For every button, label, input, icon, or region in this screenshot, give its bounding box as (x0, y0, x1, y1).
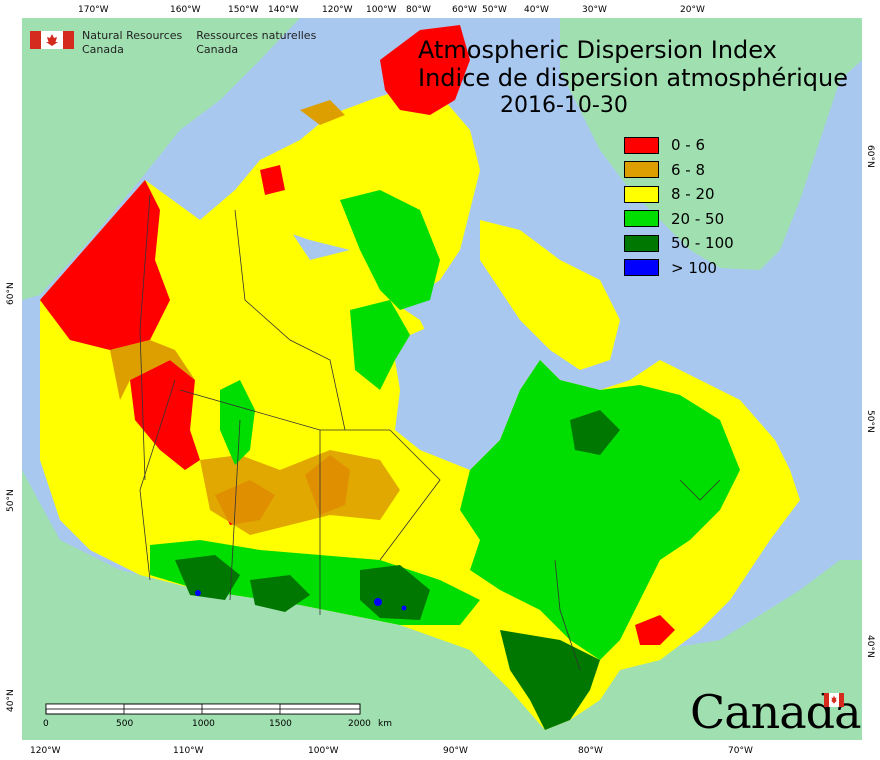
lon-label: 170°W (78, 5, 109, 15)
lon-label: 70°W (728, 746, 753, 756)
legend-swatch (624, 161, 659, 179)
zone-orange-prairie (200, 450, 400, 535)
legend: 0 - 6 6 - 8 8 - 20 20 - 50 50 - 100 > 10… (624, 133, 734, 280)
title-date: 2016-10-30 (500, 93, 628, 118)
legend-label: > 100 (671, 258, 717, 277)
bottom-graticule: 120°W 110°W 100°W 90°W 80°W 70°W (30, 746, 753, 756)
legend-label: 20 - 50 (671, 209, 725, 228)
legend-item: 6 - 8 (624, 158, 734, 183)
lat-label: 60°N (6, 282, 16, 305)
top-graticule: 170°W 160°W 150°W 140°W 120°W 100°W 80°W… (78, 5, 705, 15)
lon-label: 90°W (443, 746, 468, 756)
zone-orange-bc (110, 340, 195, 400)
zone-darkgreen-west (175, 555, 240, 600)
lon-label: 80°W (406, 5, 431, 15)
legend-label: 8 - 20 (671, 185, 715, 204)
nrcan-signature: Natural Resources Canada Ressources natu… (30, 29, 316, 57)
zone-red-quebec (635, 615, 675, 645)
zone-red-bc (130, 360, 200, 470)
zone-darkgreen-ontario (360, 565, 430, 620)
zone-green-bc (220, 380, 255, 465)
zone-blue-1 (195, 590, 201, 596)
zone-darkgreen-quebec (570, 410, 620, 455)
canada-wordmark: Canada (690, 685, 862, 739)
zone-green-keewatin (350, 300, 410, 390)
legend-item: 50 - 100 (624, 231, 734, 256)
lon-label: 150°W (228, 5, 259, 15)
agency-en-line2: Canada (82, 43, 124, 56)
legend-label: 6 - 8 (671, 160, 706, 179)
lat-label: 40°N (865, 635, 875, 658)
usa (22, 470, 862, 740)
lon-label: 120°W (322, 5, 353, 15)
lon-label: 100°W (366, 5, 397, 15)
zone-green-east (460, 360, 740, 660)
legend-item: 8 - 20 (624, 182, 734, 207)
greenland (560, 18, 862, 270)
lon-label: 140°W (268, 5, 299, 15)
lon-label: 20°W (680, 5, 705, 15)
agency-fr-line1: Ressources naturelles (196, 29, 317, 42)
legend-item: 0 - 6 (624, 133, 734, 158)
lon-label: 30°W (582, 5, 607, 15)
zone-red-yukon (40, 180, 170, 350)
lon-label: 160°W (170, 5, 201, 15)
ellesmere-island (380, 25, 470, 115)
lat-label: 40°N (6, 689, 16, 712)
legend-label: 0 - 6 (671, 136, 706, 155)
lat-label: 50°N (865, 410, 875, 433)
scale-bar: 0 500 1000 1500 2000 km (43, 703, 392, 729)
zone-blue-2 (374, 598, 382, 606)
agency-en: Natural Resources Canada (82, 29, 182, 57)
canada-flag-icon (30, 31, 74, 49)
lon-label: 40°W (524, 5, 549, 15)
province-borders (139, 194, 721, 671)
hudson-bay (395, 320, 500, 460)
zone-blue-3 (401, 605, 407, 611)
agency-en-line1: Natural Resources (82, 29, 183, 42)
legend-swatch (624, 259, 659, 277)
title-french: Indice de dispersion atmosphérique (418, 64, 849, 92)
right-graticule: 60°N 50°N 40°N (865, 145, 875, 658)
lon-label: 80°W (578, 746, 603, 756)
scale-tick: 1000 (192, 719, 215, 729)
lon-label: 120°W (30, 746, 61, 756)
baffin-island (480, 220, 620, 370)
lat-label: 50°N (6, 489, 16, 512)
zone-green-arctic (340, 190, 440, 310)
legend-item: 20 - 50 (624, 207, 734, 232)
lon-label: 50°W (482, 5, 507, 15)
zone-red-north (260, 165, 285, 195)
zone-orange-arctic (300, 100, 345, 125)
legend-swatch (624, 234, 659, 252)
scale-tick: 2000 (348, 719, 371, 729)
scale-tick: 500 (116, 719, 133, 729)
scale-tick: 1500 (269, 719, 292, 729)
legend-swatch (624, 185, 659, 203)
legend-swatch (624, 136, 659, 154)
lon-label: 60°W (452, 5, 477, 15)
alaska (22, 18, 300, 300)
legend-item: > 100 (624, 256, 734, 281)
lon-label: 110°W (173, 746, 204, 756)
map-title: Atmospheric Dispersion Index Indice de d… (418, 36, 858, 120)
scale-unit: km (378, 719, 392, 729)
zone-darkgreen-prairie (250, 575, 310, 612)
lat-label: 60°N (865, 145, 875, 168)
left-graticule: 60°N 50°N 40°N (6, 282, 16, 712)
wordmark-flag-icon (824, 693, 844, 707)
agency-fr-line2: Canada (196, 43, 239, 56)
agency-fr: Ressources naturelles Canada (196, 29, 316, 57)
lon-label: 100°W (308, 746, 339, 756)
scale-tick: 0 (43, 719, 49, 729)
legend-swatch (624, 210, 659, 228)
legend-label: 50 - 100 (671, 234, 734, 253)
title-english: Atmospheric Dispersion Index (418, 36, 777, 64)
